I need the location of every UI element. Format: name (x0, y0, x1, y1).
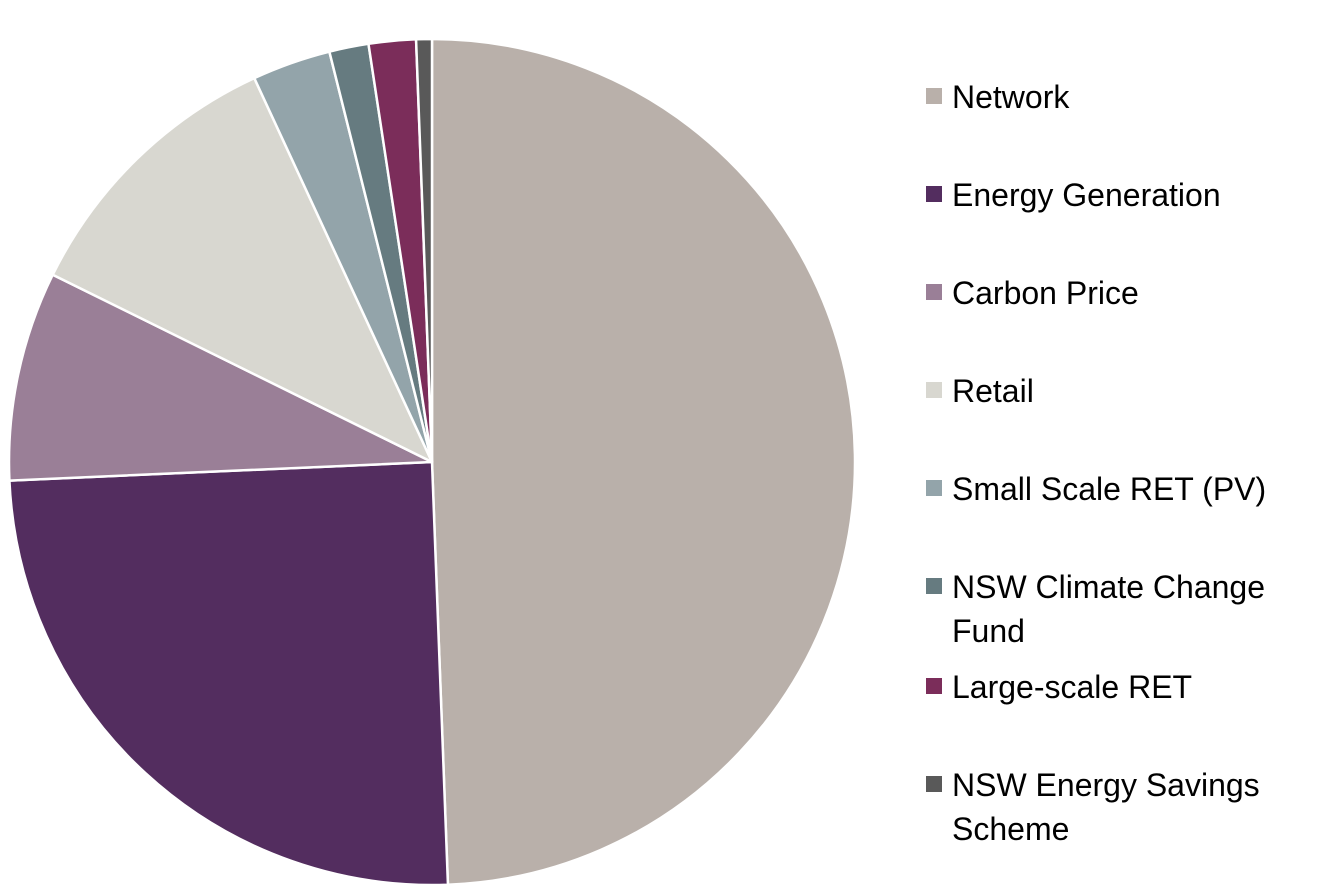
legend-item: Large-scale RET (926, 665, 1325, 709)
pie-slice (414, 37, 434, 464)
legend-label: Energy Generation (952, 177, 1221, 213)
legend-swatch (926, 480, 942, 496)
legend-item: NSW Climate Change Fund (926, 565, 1325, 653)
legend-label: NSW Energy Savings Scheme (952, 767, 1260, 847)
pie-slice (430, 37, 857, 885)
legend-label: Small Scale RET (PV) (952, 471, 1267, 507)
legend-swatch (926, 88, 942, 104)
legend-label: Carbon Price (952, 275, 1139, 311)
legend-swatch (926, 186, 942, 202)
legend-label: Retail (952, 373, 1034, 409)
legend-label: Network (952, 79, 1070, 115)
legend-label: NSW Climate Change Fund (952, 569, 1265, 649)
legend-item: Retail (926, 369, 1325, 413)
legend-swatch (926, 382, 942, 398)
legend-item: Carbon Price (926, 271, 1325, 315)
legend-swatch (926, 678, 942, 694)
legend-item: Small Scale RET (PV) (926, 467, 1325, 511)
chart (7, 37, 857, 885)
legend-swatch (926, 776, 942, 792)
pie-slice (8, 460, 450, 885)
pie-slice (51, 76, 434, 464)
legend-item: Energy Generation (926, 173, 1325, 217)
legend-swatch (926, 284, 942, 300)
legend-item: NSW Energy Savings Scheme (926, 763, 1325, 851)
legend-label: Large-scale RET (952, 669, 1193, 705)
legend-item: Network (926, 75, 1325, 119)
legend-swatch (926, 578, 942, 594)
pie-slice (7, 273, 434, 482)
